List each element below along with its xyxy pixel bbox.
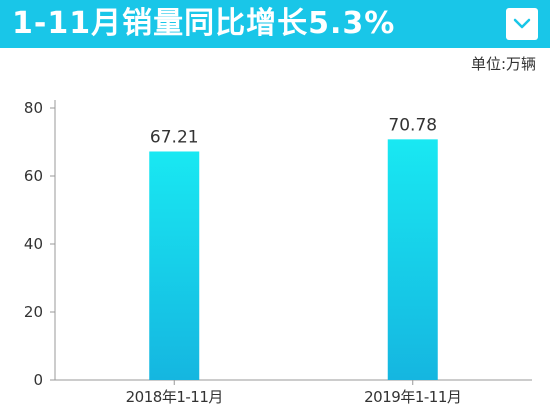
bar [149, 151, 200, 380]
x-tick-label: 2019年1-11月 [364, 388, 461, 406]
x-tick-label: 2018年1-11月 [126, 388, 223, 406]
bar [387, 139, 438, 380]
y-tick-label: 60 [24, 167, 43, 185]
y-tick-label: 20 [24, 303, 43, 321]
dropdown-button[interactable] [506, 8, 538, 40]
data-label: 67.21 [150, 127, 199, 147]
y-tick-label: 0 [33, 371, 43, 389]
page-title: 1-11月销量同比增长5.3% [12, 6, 396, 41]
unit-label: 单位:万辆 [471, 55, 536, 73]
title-bar: 1-11月销量同比增长5.3% [0, 0, 550, 48]
y-tick-label: 80 [24, 99, 43, 117]
y-tick-label: 40 [24, 235, 43, 253]
chevron-down-icon [513, 18, 531, 29]
bar-chart: 单位:万辆 0 20 40 60 80 67.21 2018年1-11月 70.78 2019… [24, 55, 536, 406]
data-label: 70.78 [388, 115, 437, 135]
